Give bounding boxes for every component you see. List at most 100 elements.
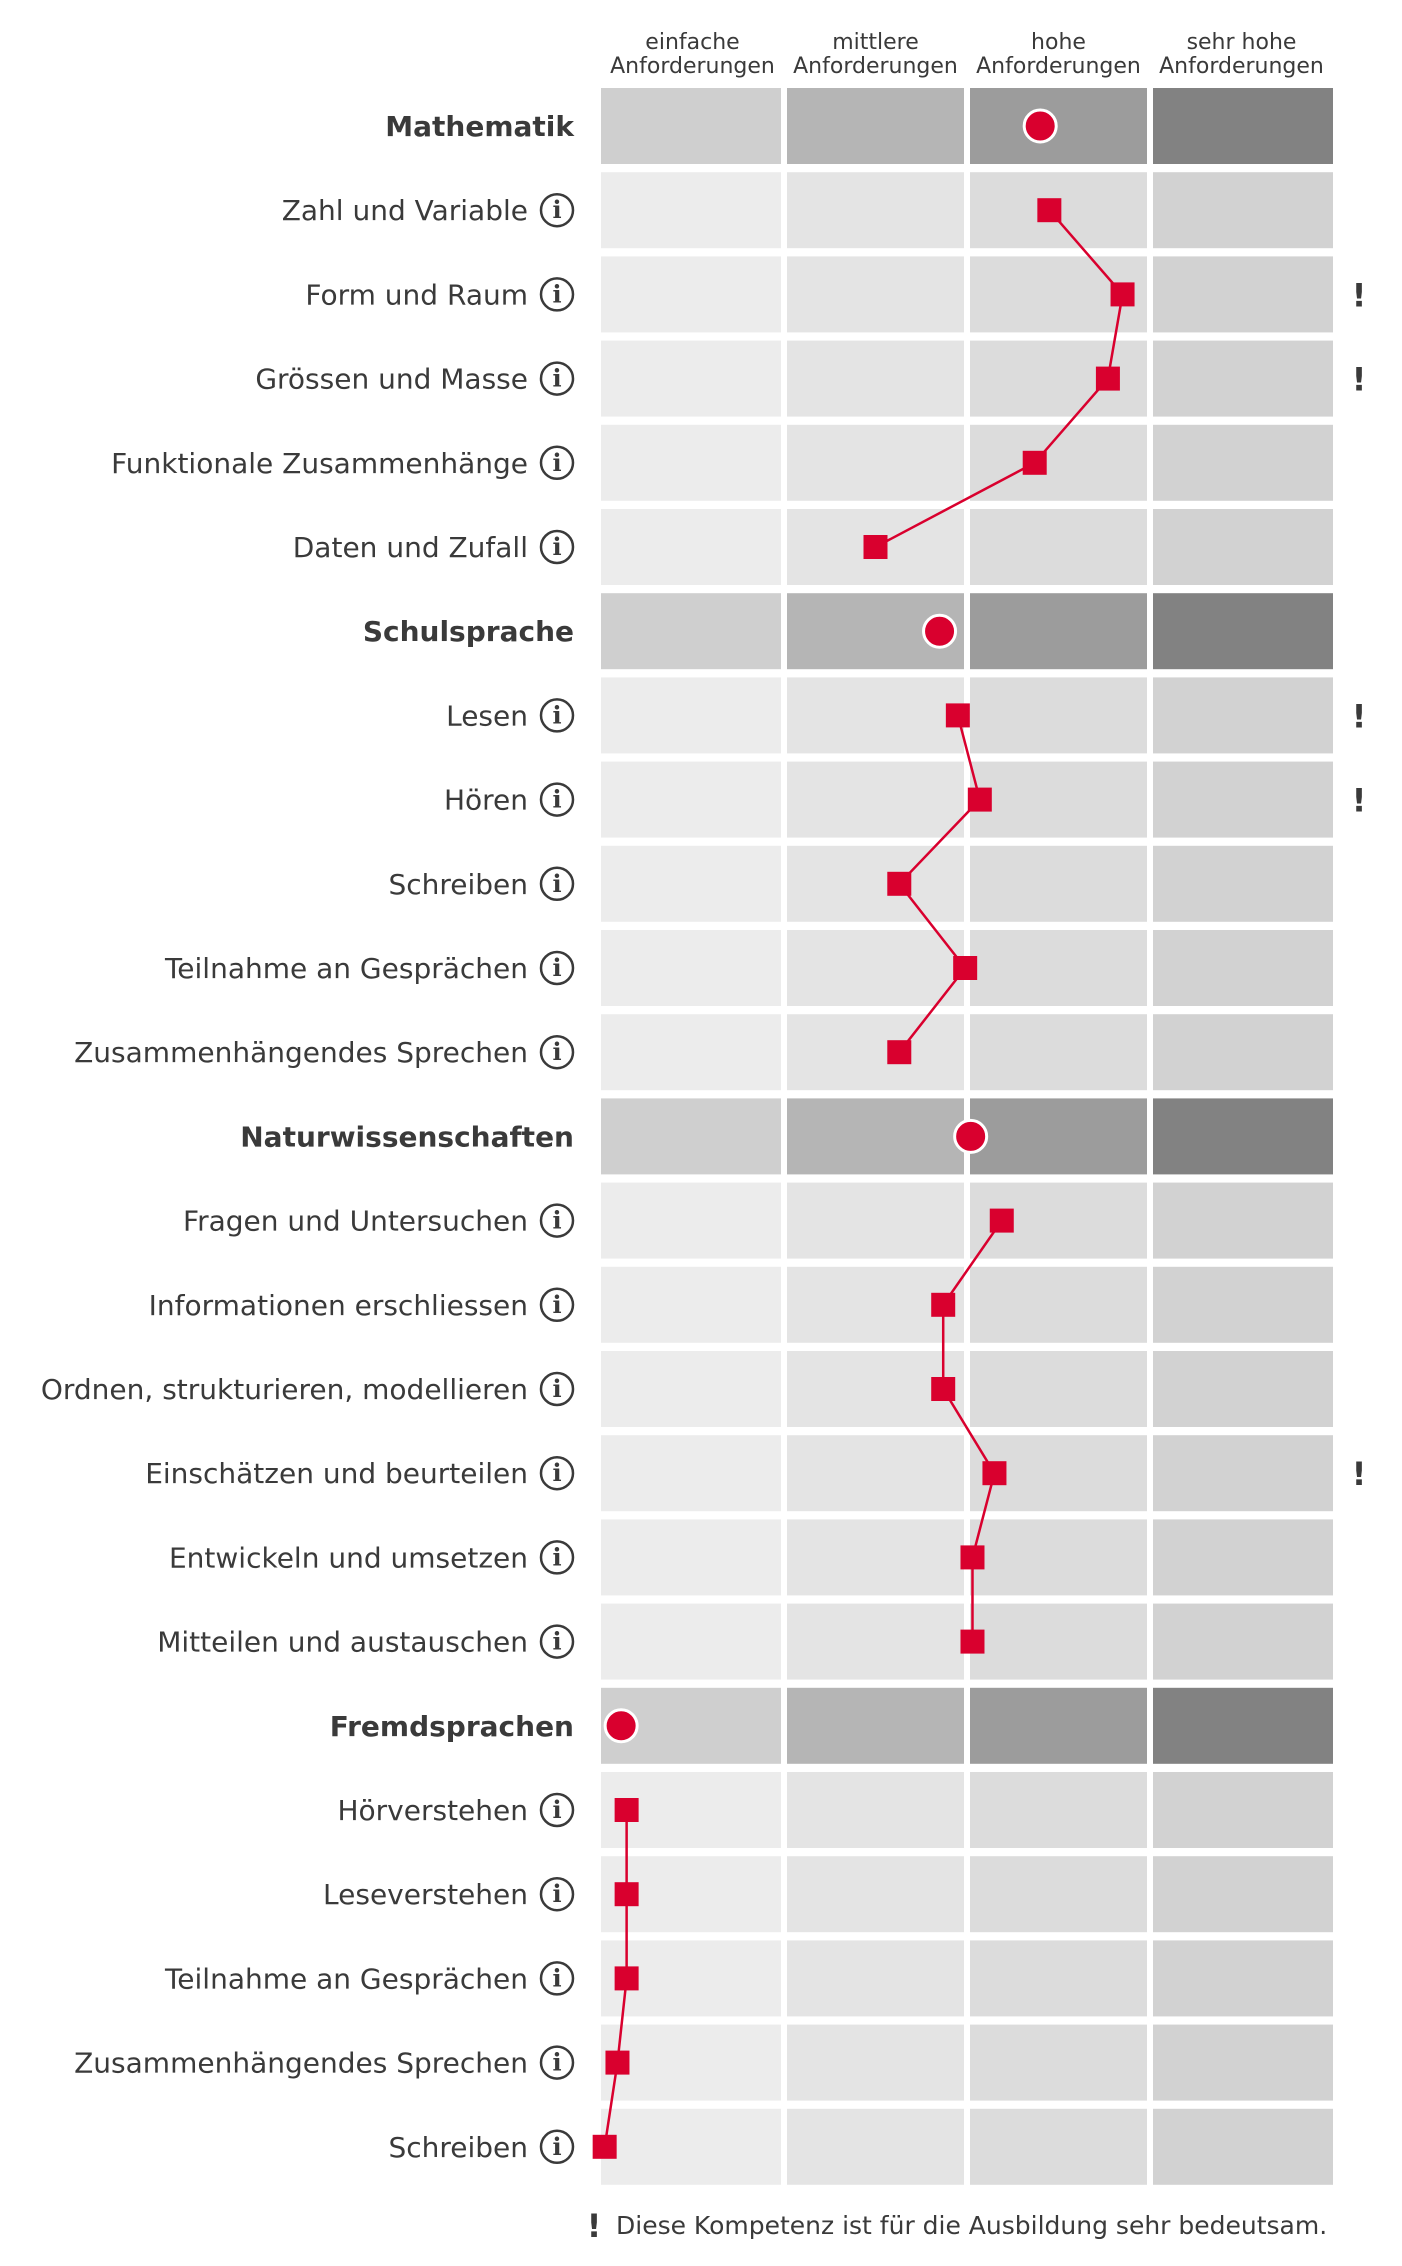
item-band [1153, 1603, 1333, 1680]
info-icon[interactable]: i [539, 1287, 575, 1323]
item-marker [863, 535, 888, 559]
item-marker [945, 703, 970, 728]
info-icon[interactable]: i [539, 2129, 575, 2165]
important-icon: ! [1352, 361, 1367, 399]
item-band [601, 1266, 781, 1343]
info-icon[interactable]: i [539, 529, 575, 565]
info-icon[interactable]: i [539, 1876, 575, 1912]
info-icon-glyph: i [552, 869, 561, 898]
column-header-line2: Anforderungen [793, 54, 958, 79]
info-icon-glyph: i [552, 532, 561, 561]
item-band [970, 2108, 1147, 2185]
info-icon-glyph: i [552, 953, 561, 982]
info-icon[interactable]: i [539, 361, 575, 396]
item-marker [605, 2050, 630, 2075]
info-icon[interactable]: i [539, 1540, 575, 1575]
info-icon-glyph: i [552, 1879, 561, 1908]
important-icon: ! [1352, 782, 1367, 820]
item-label: Hörverstehen [337, 1794, 528, 1827]
item-band [601, 761, 781, 838]
info-icon[interactable]: i [539, 1961, 575, 1996]
item-band [1153, 172, 1333, 249]
item-marker [614, 1966, 639, 1991]
item-band [787, 2108, 964, 2185]
info-icon[interactable]: i [539, 445, 575, 481]
item-band [787, 761, 964, 838]
item-marker [931, 1377, 956, 1401]
item-marker [1022, 450, 1047, 475]
item-band [970, 1519, 1147, 1596]
info-icon[interactable]: i [539, 1624, 575, 1659]
info-icon[interactable]: i [539, 1455, 575, 1491]
item-band [787, 340, 964, 417]
group-band [601, 88, 781, 164]
item-marker [887, 1040, 912, 1065]
info-icon[interactable]: i [539, 277, 575, 312]
info-icon-glyph: i [552, 364, 561, 393]
info-icon[interactable]: i [539, 192, 575, 228]
group-label: Schulsprache [363, 615, 574, 648]
item-band [601, 172, 781, 249]
important-icon: ! [1352, 1455, 1367, 1493]
group-band [970, 593, 1147, 670]
item-label: Zusammenhängendes Sprechen [74, 1036, 528, 1069]
item-band [970, 2024, 1147, 2101]
column-header-line1: hohe [1031, 30, 1086, 55]
group-average-dot [953, 1118, 989, 1154]
info-icon[interactable]: i [539, 1371, 575, 1407]
item-marker [592, 2134, 617, 2159]
column-headers: einfacheAnforderungenmittlereAnforderung… [610, 30, 1324, 79]
footnote: ! Diese Kompetenz ist für die Ausbildung… [587, 2207, 1327, 2245]
item-band [1153, 930, 1333, 1006]
item-marker [953, 956, 978, 980]
item-label: Entwickeln und umsetzen [169, 1541, 528, 1574]
item-marker [1095, 366, 1120, 391]
item-band [970, 677, 1147, 754]
group-band [601, 1098, 781, 1175]
info-icon[interactable]: i [539, 950, 575, 986]
info-icon[interactable]: i [539, 698, 575, 733]
item-label: Zusammenhängendes Sprechen [74, 2047, 528, 2080]
item-band [1153, 1266, 1333, 1343]
item-label: Einschätzen und beurteilen [145, 1457, 528, 1490]
item-band [970, 845, 1147, 922]
item-marker [887, 871, 912, 896]
footnote-important-icon: ! [587, 2207, 602, 2245]
item-band [601, 1014, 781, 1091]
band-grid [601, 88, 1333, 2185]
item-label: Grössen und Masse [255, 363, 528, 396]
item-band [970, 1603, 1147, 1680]
group-average-dot [603, 1708, 639, 1744]
item-band [787, 1856, 964, 1933]
info-icon-glyph: i [552, 1290, 561, 1319]
item-label: Ordnen, strukturieren, modellieren [41, 1373, 528, 1406]
group-average-dot [1022, 108, 1058, 144]
info-icon-glyph: i [552, 2132, 561, 2161]
info-icon[interactable]: i [539, 866, 575, 902]
item-band [970, 1014, 1147, 1091]
item-band [601, 1519, 781, 1596]
item-band [601, 1603, 781, 1680]
item-band [1153, 1014, 1333, 1091]
info-icon[interactable]: i [539, 782, 575, 817]
item-band [787, 1603, 964, 1680]
info-icon-glyph: i [552, 1963, 561, 1992]
item-band [1153, 1772, 1333, 1848]
info-icon[interactable]: i [539, 1034, 575, 1070]
group-band [970, 1687, 1147, 1764]
item-label: Hören [444, 784, 528, 817]
info-icon-glyph: i [552, 448, 561, 477]
info-icon[interactable]: i [539, 1203, 575, 1238]
info-icon-glyph: i [552, 195, 561, 224]
item-band [970, 424, 1147, 501]
item-band [601, 424, 781, 501]
item-band [1153, 340, 1333, 417]
info-icon[interactable]: i [539, 1792, 575, 1828]
group-band [787, 1687, 964, 1764]
item-band [601, 509, 781, 585]
item-band [1153, 1856, 1333, 1933]
item-label: Schreiben [388, 2131, 528, 2164]
info-icon[interactable]: i [539, 2045, 575, 2080]
item-label: Informationen erschliessen [149, 1289, 528, 1322]
